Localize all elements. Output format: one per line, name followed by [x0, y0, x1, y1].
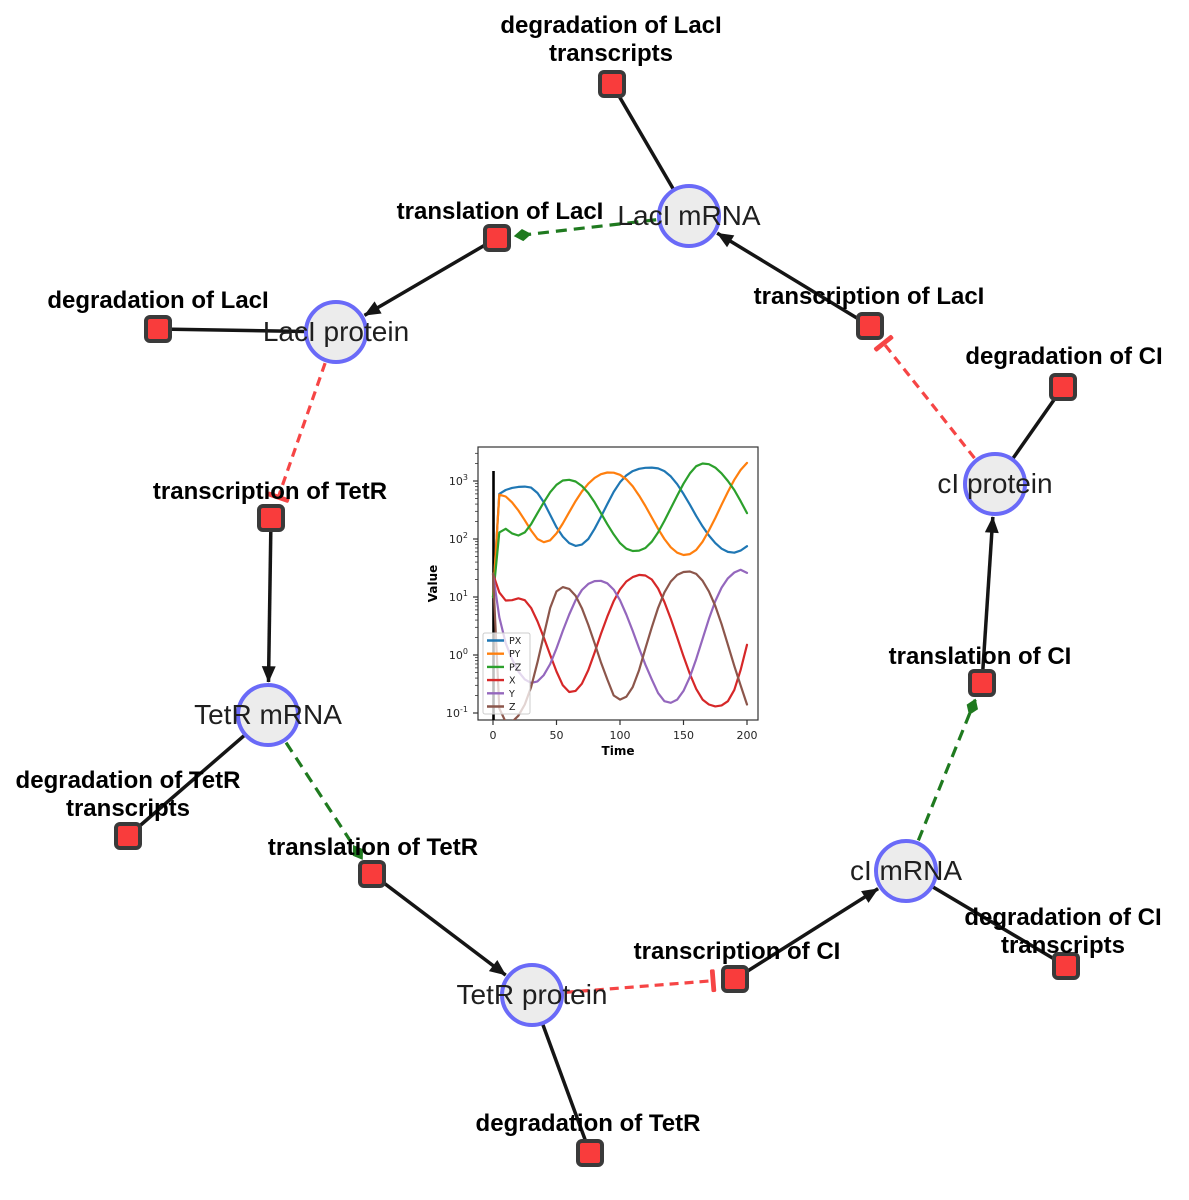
y-axis-title: Value	[426, 565, 440, 603]
reaction-node-transcr_ci[interactable]	[721, 965, 749, 993]
reaction-label-line: transcription of TetR	[152, 478, 388, 505]
species-label-ci_mrna: cI mRNA	[850, 855, 962, 886]
species-label-tetr_protein: TetR protein	[456, 979, 608, 1010]
edge-product-transcr_tetr-tetr_mrna	[261, 517, 276, 683]
reaction-label-line: translation of LacI	[396, 198, 604, 225]
species-node-tetr_protein[interactable]	[500, 963, 564, 1027]
species-label-laci_protein: LacI protein	[262, 316, 410, 347]
species-node-ci_mrna[interactable]	[874, 839, 938, 903]
legend-label-PZ: PZ	[509, 662, 522, 673]
reaction-node-transcr_tetr[interactable]	[257, 504, 285, 532]
edge-modifier-laci_mrna-transl_laci	[513, 218, 657, 242]
x-axis-title: Time	[602, 744, 635, 758]
reaction-node-transcr_laci[interactable]	[856, 312, 884, 340]
reaction-label-deg_ci_tx: degradation of CI transcripts	[964, 904, 1161, 960]
y-tick-label: 103	[449, 473, 468, 488]
reaction-node-transl_ci[interactable]	[968, 669, 996, 697]
x-tick-label: 100	[610, 729, 631, 742]
x-tick-label: 150	[673, 729, 694, 742]
legend-label-PY: PY	[509, 649, 521, 660]
species-label-ci_protein: cI protein	[937, 468, 1053, 499]
reaction-node-deg_laci[interactable]	[144, 315, 172, 343]
edge-product-transcr_laci-laci_mrna	[716, 231, 871, 328]
species-node-tetr_mrna[interactable]	[236, 683, 300, 747]
edge-inhibition-laci_protein-transcr_tetr	[267, 362, 327, 503]
legend-label-Z: Z	[509, 702, 516, 713]
x-tick-label: 0	[490, 729, 497, 742]
series-X	[491, 572, 749, 708]
series-PZ	[491, 462, 749, 599]
edge-modifier-tetr_mrna-transl_tetr	[284, 741, 364, 860]
y-tick-label: 10-1	[446, 705, 468, 720]
reaction-label-transl_ci: translation of CI	[889, 643, 1072, 671]
reaction-node-transl_laci[interactable]	[483, 224, 511, 252]
series-PX	[491, 466, 749, 599]
edge-inhibition-tetr_protein-transcr_ci	[564, 969, 717, 995]
edge-modifier-ci_mrna-transl_ci	[916, 698, 979, 842]
reaction-label-deg_laci: degradation of LacI	[47, 287, 268, 315]
y-tick-label: 100	[449, 647, 468, 662]
legend-label-Y: Y	[508, 689, 515, 700]
reaction-label-line: translation of CI	[888, 643, 1072, 670]
x-tick-label: 200	[737, 729, 758, 742]
reaction-label-transl_laci: translation of LacI	[397, 198, 604, 226]
reaction-node-deg_tetr[interactable]	[576, 1139, 604, 1167]
reaction-label-line: degradation of CI	[965, 343, 1163, 370]
edge-product-transcr_ci-ci_mrna	[734, 887, 880, 981]
legend-label-X: X	[509, 676, 516, 687]
chart-frame	[477, 446, 759, 721]
species-label-laci_mrna: LacI mRNA	[617, 200, 761, 231]
species-label-tetr_mrna: TetR mRNA	[194, 699, 342, 730]
reaction-label-line: degradation of TetR	[15, 767, 241, 794]
reaction-label-line: degradation of CI	[964, 904, 1162, 931]
edge-product-transl_ci-ci_protein	[980, 516, 999, 684]
y-tick-label: 101	[449, 589, 468, 604]
reaction-label-line: transcription of LacI	[753, 283, 985, 310]
reaction-node-deg_tetr_tx[interactable]	[114, 822, 142, 850]
reaction-node-deg_ci[interactable]	[1049, 373, 1077, 401]
reaction-label-transcr_laci: transcription of LacI	[754, 283, 985, 311]
reaction-label-line: degradation of TetR	[475, 1110, 701, 1137]
reaction-node-deg_laci_tx[interactable]	[598, 70, 626, 98]
reaction-label-deg_ci: degradation of CI	[965, 343, 1162, 371]
reaction-node-deg_ci_tx[interactable]	[1052, 952, 1080, 980]
series-Y	[491, 568, 749, 704]
series-Z	[491, 570, 749, 720]
reaction-label-transl_tetr: translation of TetR	[268, 834, 478, 862]
reaction-label-line: transcription of CI	[633, 938, 841, 965]
edge-inhibition-ci_protein-transcr_laci	[873, 335, 976, 460]
reaction-label-line: transcripts	[65, 795, 191, 822]
species-node-laci_mrna[interactable]	[657, 184, 721, 248]
edge-product-transl_laci-laci_protein	[363, 236, 498, 317]
species-node-laci_protein[interactable]	[304, 300, 368, 364]
reaction-label-deg_laci_tx: degradation of LacI transcripts	[500, 12, 721, 68]
series-PY	[491, 461, 749, 599]
reaction-label-line: transcripts	[1000, 932, 1126, 959]
reaction-label-line: degradation of LacI	[500, 12, 722, 39]
reaction-label-line: translation of TetR	[267, 834, 479, 861]
edge-product-transl_tetr-tetr_protein	[370, 872, 507, 977]
reaction-label-line: degradation of LacI	[47, 287, 269, 314]
reaction-label-transcr_ci: transcription of CI	[634, 938, 841, 966]
reaction-label-deg_tetr_tx: degradation of TetR transcripts	[16, 767, 241, 823]
legend-label-PX: PX	[509, 636, 522, 647]
reaction-node-transl_tetr[interactable]	[358, 860, 386, 888]
x-tick-label: 50	[550, 729, 564, 742]
chart-legend: PX PY PZ XYZ	[482, 632, 531, 715]
y-tick-label: 102	[449, 531, 468, 546]
reaction-label-deg_tetr: degradation of TetR	[476, 1110, 701, 1138]
species-node-ci_protein[interactable]	[963, 452, 1027, 516]
reaction-label-line: transcripts	[548, 40, 674, 67]
reaction-label-transcr_tetr: transcription of TetR	[153, 478, 387, 506]
